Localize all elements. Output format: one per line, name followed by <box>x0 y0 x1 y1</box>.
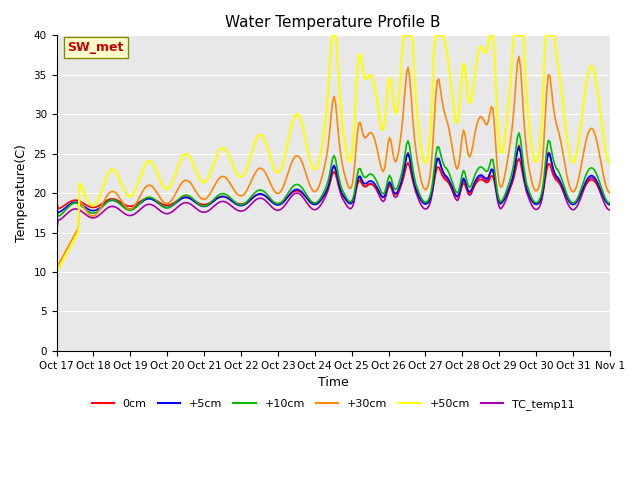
TC_temp11 <box>245 204 253 209</box>
Text: SW_met: SW_met <box>68 41 124 54</box>
0cm <box>606 201 614 206</box>
+5cm <box>219 193 227 199</box>
Y-axis label: Temperature(C): Temperature(C) <box>15 144 28 242</box>
+5cm <box>52 206 60 212</box>
TC_temp11 <box>515 143 523 148</box>
+5cm <box>606 202 614 208</box>
0cm <box>237 201 245 207</box>
Line: TC_temp11: TC_temp11 <box>56 145 610 232</box>
Line: 0cm: 0cm <box>56 158 610 209</box>
X-axis label: Time: Time <box>318 376 349 389</box>
+5cm <box>296 188 304 193</box>
+30cm <box>515 53 523 59</box>
Line: +5cm: +5cm <box>56 147 610 213</box>
TC_temp11 <box>120 211 128 216</box>
+10cm <box>219 191 227 196</box>
+30cm <box>236 193 244 199</box>
0cm <box>122 203 130 208</box>
0cm <box>296 189 304 195</box>
0cm <box>219 193 227 199</box>
+10cm <box>54 214 62 219</box>
+10cm <box>247 194 255 200</box>
TC_temp11 <box>577 195 584 201</box>
+5cm <box>122 205 130 211</box>
+10cm <box>296 183 304 189</box>
+30cm <box>294 154 302 159</box>
+50cm <box>294 112 302 118</box>
+5cm <box>54 210 62 216</box>
Line: +30cm: +30cm <box>56 56 610 268</box>
+50cm <box>218 145 225 151</box>
+5cm <box>247 197 255 203</box>
TC_temp11 <box>52 229 60 235</box>
+50cm <box>236 174 244 180</box>
+5cm <box>237 203 245 208</box>
Legend: 0cm, +5cm, +10cm, +30cm, +50cm, TC_temp11: 0cm, +5cm, +10cm, +30cm, +50cm, TC_temp1… <box>87 395 579 415</box>
+50cm <box>120 188 128 193</box>
+10cm <box>237 202 245 208</box>
+10cm <box>515 130 523 136</box>
+30cm <box>245 183 253 189</box>
+30cm <box>577 166 584 171</box>
+10cm <box>606 201 614 206</box>
+30cm <box>218 174 225 180</box>
0cm <box>579 189 586 195</box>
+50cm <box>328 33 336 38</box>
+30cm <box>606 190 614 196</box>
+5cm <box>515 144 523 150</box>
0cm <box>247 196 255 202</box>
+50cm <box>245 158 253 164</box>
+30cm <box>120 202 128 208</box>
Line: +50cm: +50cm <box>56 36 610 272</box>
+5cm <box>579 187 586 193</box>
+10cm <box>52 202 60 208</box>
+10cm <box>579 183 586 189</box>
0cm <box>515 156 523 161</box>
TC_temp11 <box>606 207 614 213</box>
0cm <box>54 206 62 212</box>
+30cm <box>52 265 60 271</box>
TC_temp11 <box>236 208 244 214</box>
Title: Water Temperature Profile B: Water Temperature Profile B <box>225 15 441 30</box>
+50cm <box>577 124 584 130</box>
Line: +10cm: +10cm <box>56 133 610 216</box>
+10cm <box>122 206 130 212</box>
+50cm <box>52 269 60 275</box>
0cm <box>52 198 60 204</box>
TC_temp11 <box>218 199 225 204</box>
TC_temp11 <box>294 191 302 196</box>
+50cm <box>606 160 614 166</box>
